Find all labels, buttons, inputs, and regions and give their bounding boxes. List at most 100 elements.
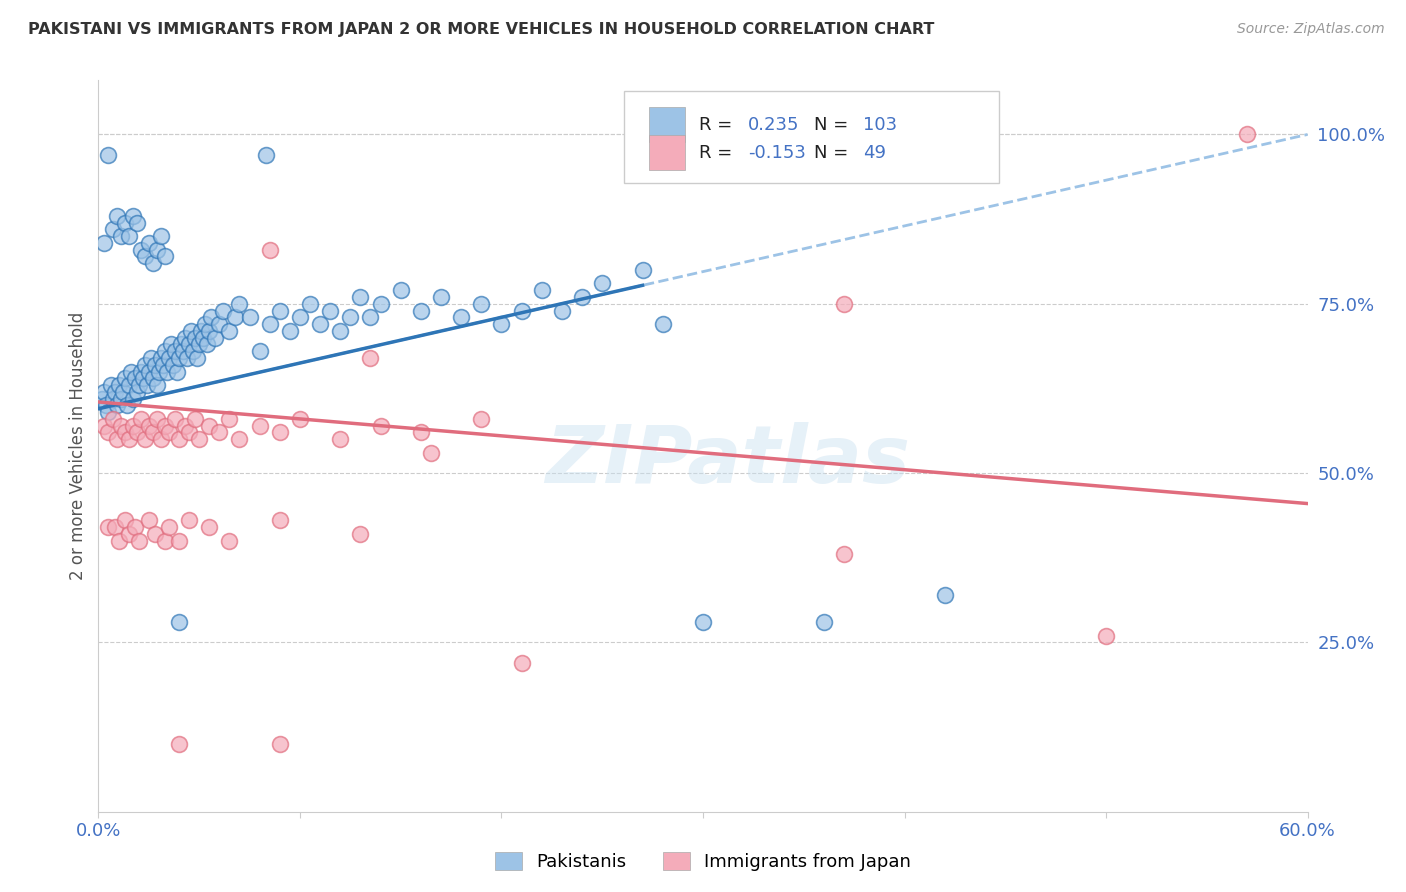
Point	[162, 358, 184, 372]
Legend: Pakistanis, Immigrants from Japan: Pakistanis, Immigrants from Japan	[488, 845, 918, 879]
Point	[132, 371, 155, 385]
Point	[148, 364, 170, 378]
Point	[135, 378, 157, 392]
Point	[360, 351, 382, 365]
Point	[309, 317, 332, 331]
Point	[153, 249, 176, 263]
Point	[125, 425, 148, 440]
Point	[224, 310, 246, 325]
Point	[174, 331, 197, 345]
Point	[142, 371, 165, 385]
Point	[259, 243, 281, 257]
Point	[157, 351, 180, 365]
Point	[194, 317, 217, 331]
Point	[128, 378, 150, 392]
Point	[163, 344, 186, 359]
Point	[139, 351, 162, 365]
Point	[510, 656, 533, 670]
Point	[193, 331, 215, 345]
Point	[167, 432, 190, 446]
Point	[134, 432, 156, 446]
Point	[319, 303, 342, 318]
Point	[101, 222, 124, 236]
Point	[120, 364, 142, 378]
Point	[97, 148, 120, 162]
Point	[692, 615, 714, 629]
Point	[470, 297, 492, 311]
Point	[1095, 629, 1118, 643]
Point	[329, 432, 352, 446]
Point	[530, 283, 553, 297]
Point	[174, 418, 197, 433]
Point	[491, 317, 513, 331]
Point	[114, 425, 136, 440]
Text: 49: 49	[863, 144, 886, 161]
Point	[278, 324, 301, 338]
Point	[103, 520, 125, 534]
Point	[420, 446, 443, 460]
Point	[228, 297, 250, 311]
Point	[176, 351, 198, 365]
Point	[360, 310, 382, 325]
Point	[115, 398, 138, 412]
Point	[249, 418, 271, 433]
Point	[1236, 128, 1258, 142]
Point	[172, 344, 194, 359]
Point	[591, 277, 613, 291]
Point	[179, 514, 201, 528]
Point	[110, 229, 132, 244]
Point	[167, 615, 190, 629]
Point	[167, 533, 190, 548]
Point	[409, 303, 432, 318]
Point	[152, 358, 174, 372]
Point	[254, 148, 277, 162]
Point	[208, 317, 231, 331]
Point	[934, 588, 956, 602]
Point	[349, 527, 371, 541]
Point	[198, 520, 221, 534]
Point	[181, 344, 204, 359]
Point	[813, 615, 835, 629]
Point	[93, 235, 115, 250]
Point	[142, 425, 165, 440]
Point	[101, 392, 124, 406]
Point	[149, 351, 172, 365]
Point	[430, 290, 453, 304]
Text: -0.153: -0.153	[748, 144, 806, 161]
Point	[138, 364, 160, 378]
Point	[146, 412, 169, 426]
Point	[170, 337, 193, 351]
Point	[249, 344, 271, 359]
Point	[228, 432, 250, 446]
Text: N =: N =	[814, 116, 855, 134]
Point	[269, 425, 291, 440]
Text: R =: R =	[699, 144, 738, 161]
Point	[107, 533, 129, 548]
Text: R =: R =	[699, 116, 738, 134]
Text: PAKISTANI VS IMMIGRANTS FROM JAPAN 2 OR MORE VEHICLES IN HOUSEHOLD CORRELATION C: PAKISTANI VS IMMIGRANTS FROM JAPAN 2 OR …	[28, 22, 935, 37]
Point	[409, 425, 432, 440]
Point	[299, 297, 322, 311]
Point	[198, 324, 221, 338]
Point	[146, 378, 169, 392]
Point	[107, 378, 129, 392]
Point	[195, 337, 218, 351]
Point	[218, 324, 240, 338]
Point	[114, 371, 136, 385]
FancyBboxPatch shape	[624, 91, 1000, 183]
Point	[134, 249, 156, 263]
Point	[288, 412, 311, 426]
Point	[103, 384, 125, 399]
Point	[163, 412, 186, 426]
Point	[143, 358, 166, 372]
Point	[125, 215, 148, 229]
Point	[142, 256, 165, 270]
Point	[118, 432, 141, 446]
Bar	[648, 107, 685, 143]
Point	[118, 378, 141, 392]
Point	[149, 432, 172, 446]
Point	[138, 514, 160, 528]
Point	[149, 229, 172, 244]
Point	[204, 331, 226, 345]
Point	[96, 398, 118, 412]
